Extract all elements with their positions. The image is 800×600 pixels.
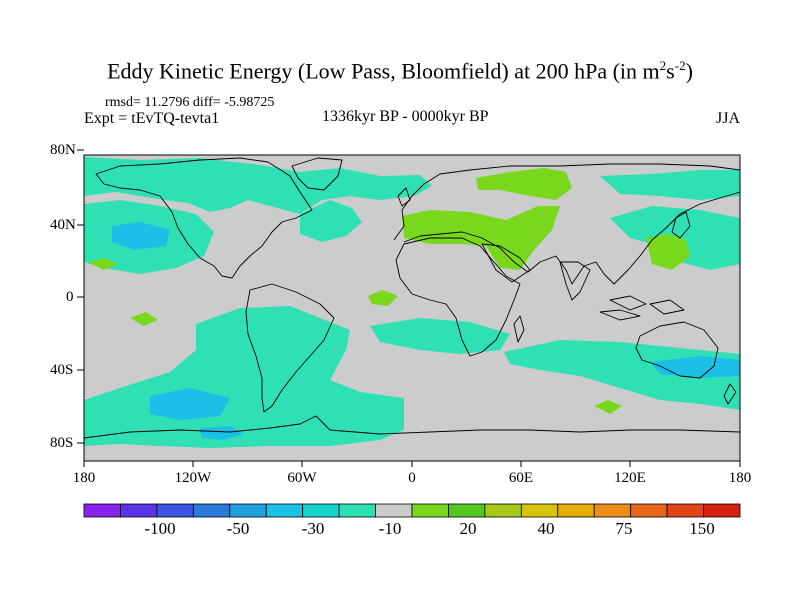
anomaly-positive-indian-ocean <box>594 400 622 414</box>
coastline-eurasia <box>393 163 741 285</box>
anomaly-core-south-pacific <box>150 388 230 420</box>
lat-label-0: 0 <box>66 289 74 305</box>
anomaly-region-north-pacific <box>84 157 432 214</box>
lon-label-180w: 180 <box>72 470 96 486</box>
anomaly-positive-eurasia <box>476 168 572 200</box>
colorbar-box <box>630 503 668 518</box>
anomaly-contours <box>84 157 740 448</box>
coastline-south-america <box>245 283 335 413</box>
coastline-greenland <box>291 157 343 191</box>
colorbar-box <box>703 503 741 518</box>
coastline-antarctica <box>83 415 741 439</box>
anomaly-positive-central-pacific <box>88 258 118 270</box>
coastline-madagascar <box>513 315 525 343</box>
colorbar-box <box>448 503 486 518</box>
coastline-africa <box>395 237 521 357</box>
colorbar-label: -10 <box>378 519 402 538</box>
colorbar-box <box>192 503 231 518</box>
coastline-india <box>559 261 591 301</box>
colorbar-label: -50 <box>226 519 250 538</box>
colorbar-label: 20 <box>459 519 477 538</box>
lat-label-40s: 40S <box>50 362 74 378</box>
colorbar-label: 40 <box>537 519 555 538</box>
coastlines <box>83 157 741 439</box>
lat-label-40n: 40N <box>50 217 76 233</box>
colorbar-box <box>265 503 304 518</box>
colorbar-box <box>484 503 522 518</box>
anomaly-core-southern-ocean <box>200 426 244 440</box>
lat-label-80s: 80S <box>50 435 74 451</box>
anomaly-region-siberia <box>600 170 740 200</box>
coastline-australia <box>635 321 719 379</box>
colorbar-label: -100 <box>144 519 176 538</box>
coastline-north-america <box>95 157 313 279</box>
colorbar-box <box>156 503 194 518</box>
colorbar-box <box>302 503 340 518</box>
anomaly-positive-west-pacific <box>646 234 690 270</box>
colorbar-box <box>411 503 449 518</box>
stats-label: rmsd= 11.2796 diff= -5.98725 <box>105 95 275 110</box>
colorbar-box <box>520 503 559 518</box>
coastline-british-isles <box>397 187 411 207</box>
anomaly-positive-gulf-guinea <box>368 290 398 306</box>
lon-ticks <box>83 461 741 467</box>
colorbar-box <box>375 503 413 518</box>
lon-label-120w: 120W <box>174 470 212 486</box>
colorbar-box <box>593 503 632 518</box>
colorbar-box <box>338 503 376 518</box>
lon-label-120e: 120E <box>614 470 646 486</box>
season-label: JJA <box>716 110 741 127</box>
anomaly-region-indian-australia <box>504 340 740 410</box>
coastline-arabia <box>481 243 531 283</box>
lon-label-0: 0 <box>408 470 416 486</box>
chart-title: Eddy Kinetic Energy (Low Pass, Bloomfiel… <box>107 58 693 84</box>
anomaly-region-south-indian <box>370 318 510 354</box>
colorbar-box <box>83 503 121 518</box>
anomaly-core-east-pacific <box>112 222 170 250</box>
lon-label-60w: 60W <box>287 470 317 486</box>
colorbar-label: 150 <box>689 519 715 538</box>
coastline-indonesia <box>599 295 685 321</box>
colorbar <box>83 503 741 518</box>
colorbar-box <box>666 503 704 518</box>
lon-label-180e: 180 <box>728 470 752 486</box>
experiment-label: Expt = tEvTQ-tevta1 <box>84 110 220 127</box>
colorbar-box <box>229 503 267 518</box>
coastline-japan <box>671 211 691 239</box>
colorbar-box <box>557 503 595 518</box>
anomaly-positive-south-pacific <box>130 312 158 326</box>
colorbar-box <box>120 503 158 518</box>
anomaly-region-north-atlantic <box>300 200 362 242</box>
colorbar-label: 75 <box>615 519 633 538</box>
period-label: 1336kyr BP - 0000kyr BP <box>322 108 489 125</box>
lat-label-80n: 80N <box>50 142 76 158</box>
lon-label-60e: 60E <box>508 470 534 486</box>
colorbar-label: -30 <box>301 519 325 538</box>
lat-ticks <box>77 149 84 444</box>
coastline-new-zealand <box>723 383 737 405</box>
